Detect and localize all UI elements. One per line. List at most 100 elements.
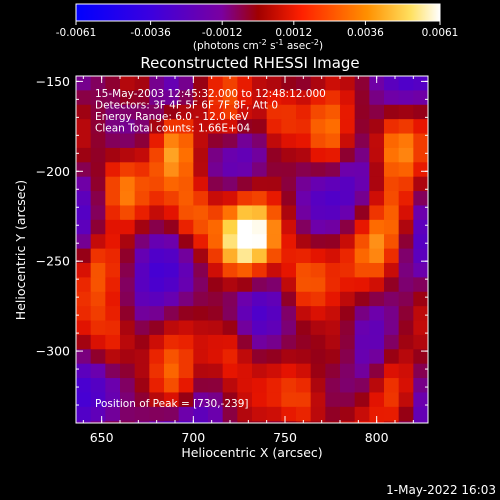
heatmap-cell	[310, 320, 326, 336]
heatmap-cell	[164, 349, 180, 365]
heatmap-cell	[149, 320, 165, 336]
heatmap-cell	[399, 436, 414, 451]
heatmap-cell	[325, 363, 341, 379]
heatmap-cell	[398, 234, 414, 250]
heatmap-cell	[369, 205, 385, 221]
heatmap-cell	[266, 248, 282, 264]
heatmap-cell	[193, 248, 209, 264]
heatmap-cell	[252, 119, 268, 135]
x-tick-label: 650	[90, 430, 114, 445]
heatmap-cell	[310, 392, 326, 408]
heatmap-cell	[193, 234, 209, 250]
heatmap-cell	[105, 349, 121, 365]
heatmap-cell	[413, 291, 428, 307]
heatmap-cell	[120, 76, 136, 91]
chart-title: Reconstructed RHESSI Image	[140, 54, 359, 72]
heatmap-cell	[354, 162, 370, 178]
heatmap-cell	[90, 191, 106, 207]
heatmap-cell	[310, 306, 326, 322]
heatmap-cell	[90, 320, 106, 336]
heatmap-cell	[384, 363, 400, 379]
colorbar-tick-label: 0.0061	[422, 27, 459, 39]
heatmap-cell	[90, 162, 106, 178]
heatmap-cell	[369, 147, 385, 163]
heatmap-cell	[413, 421, 428, 423]
heatmap-cell	[413, 104, 428, 120]
heatmap-cell	[90, 262, 106, 278]
heatmap-cell	[296, 176, 312, 192]
heatmap-cell	[384, 176, 400, 192]
heatmap-cell	[296, 219, 312, 235]
heatmap-cell	[325, 104, 341, 120]
heatmap-cell	[105, 234, 121, 250]
heatmap-cell	[134, 406, 150, 422]
heatmap-cell	[237, 234, 253, 250]
heatmap-cell	[208, 191, 224, 207]
heatmap-cell	[281, 90, 297, 106]
heatmap-cell	[178, 76, 194, 91]
heatmap-cell	[398, 119, 414, 135]
heatmap-cell	[178, 90, 194, 106]
heatmap-cell	[281, 205, 297, 221]
heatmap-cell	[237, 349, 253, 365]
heatmap-cell	[340, 76, 356, 91]
heatmap-cell	[310, 291, 326, 307]
heatmap-cell	[384, 378, 400, 394]
heatmap-cell	[120, 219, 136, 235]
heatmap-cell	[252, 334, 268, 350]
heatmap-cell	[325, 133, 341, 149]
heatmap-cell	[369, 392, 385, 408]
heatmap-cell	[281, 248, 297, 264]
heatmap-cell	[340, 90, 356, 106]
heatmap-cell	[281, 176, 297, 192]
heatmap-cell	[222, 234, 238, 250]
heatmap-cell	[281, 133, 297, 149]
heatmap-cell	[164, 119, 180, 135]
heatmap-cell	[193, 191, 209, 207]
heatmap-cell	[134, 147, 150, 163]
heatmap-cell	[325, 76, 341, 91]
heatmap-cell	[222, 363, 238, 379]
heatmap-cell	[208, 133, 224, 149]
heatmap-cell	[149, 119, 165, 135]
heatmap-cell	[134, 248, 150, 264]
heatmap-cell	[222, 147, 238, 163]
heatmap-cell	[90, 104, 106, 120]
heatmap-cell	[266, 262, 282, 278]
heatmap-cell	[281, 320, 297, 336]
heatmap-cell	[413, 162, 428, 178]
heatmap-cell	[281, 234, 297, 250]
heatmap-cell	[354, 349, 370, 365]
heatmap-cell	[266, 320, 282, 336]
heatmap-cell	[222, 262, 238, 278]
heatmap-cell	[413, 205, 428, 221]
heatmap-cell	[413, 76, 428, 91]
heatmap-cell	[164, 262, 180, 278]
heatmap-cell	[340, 378, 356, 394]
heatmap-cell	[428, 177, 443, 192]
heatmap-cell	[149, 378, 165, 394]
heatmap-cell	[384, 119, 400, 135]
heatmap-cell	[149, 133, 165, 149]
heatmap-cell	[76, 248, 92, 264]
heatmap-cell	[149, 234, 165, 250]
heatmap-cell	[120, 421, 136, 423]
heatmap-cell	[398, 421, 414, 423]
heatmap-cell	[325, 349, 341, 365]
heatmap-cell	[340, 406, 356, 422]
heatmap-cell	[134, 219, 150, 235]
colorbar-ticks: -0.0061 -0.0036 -0.0012 0.0012 0.0036 0.0061	[56, 21, 459, 39]
heatmap-cell	[310, 133, 326, 149]
heatmap-cell	[428, 105, 443, 120]
heatmap-cell	[237, 133, 253, 149]
heatmap-cell	[266, 234, 282, 250]
heatmap-cell	[398, 90, 414, 106]
y-tick-label: −250	[36, 254, 70, 269]
heatmap-cell	[325, 147, 341, 163]
heatmap-cell	[296, 119, 312, 135]
heatmap-cell	[252, 248, 268, 264]
heatmap-cell	[354, 248, 370, 264]
heatmap-cell	[310, 191, 326, 207]
heatmap-cell	[398, 378, 414, 394]
heatmap-cell	[149, 334, 165, 350]
